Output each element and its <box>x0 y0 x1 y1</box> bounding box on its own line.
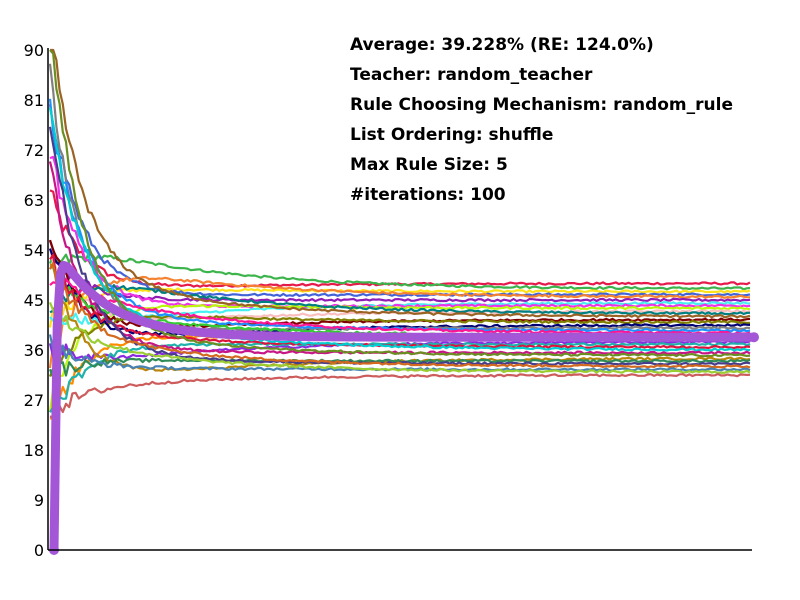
series-line <box>48 357 751 380</box>
info-line-max-rule-size: Max Rule Size: 5 <box>350 155 508 175</box>
info-line-teacher: Teacher: random_teacher <box>350 65 593 85</box>
series-line <box>48 314 751 377</box>
series-line <box>49 373 751 419</box>
series-layer <box>48 48 751 421</box>
series-line <box>49 262 751 369</box>
series-line <box>48 240 751 303</box>
y-tick-label: 0 <box>34 541 44 560</box>
y-tick-label: 63 <box>24 191 44 210</box>
series-line <box>49 155 751 309</box>
series-line <box>48 98 751 333</box>
series-line <box>48 304 751 413</box>
info-box: Average: 39.228% (RE: 124.0%) Teacher: r… <box>350 35 733 205</box>
series-line <box>48 287 751 328</box>
series-line <box>48 275 751 369</box>
y-tick-label: 45 <box>24 291 44 310</box>
y-tick-label: 90 <box>24 41 44 60</box>
series-line <box>49 49 751 358</box>
series-line <box>49 253 751 350</box>
y-tick-label: 36 <box>24 341 44 360</box>
y-tick-label: 9 <box>34 491 44 510</box>
info-line-rule-mechanism: Rule Choosing Mechanism: random_rule <box>350 95 733 115</box>
series-line <box>50 48 751 319</box>
y-tick-label: 18 <box>24 441 44 460</box>
info-line-average: Average: 39.228% (RE: 124.0%) <box>350 35 654 55</box>
y-axis-ticks: 0 9 18 27 36 45 54 63 72 81 90 <box>24 41 44 560</box>
series-line <box>48 252 751 291</box>
average-series-layer <box>49 260 759 555</box>
y-tick-label: 27 <box>24 391 44 410</box>
y-tick-label: 81 <box>24 91 44 110</box>
average-end-marker <box>749 332 759 343</box>
average-series-line <box>49 260 759 555</box>
y-tick-label: 72 <box>24 141 44 160</box>
info-line-list-ordering: List Ordering: shuffle <box>350 125 553 145</box>
info-line-iterations: #iterations: 100 <box>350 185 506 205</box>
y-tick-label: 54 <box>24 241 44 260</box>
series-line <box>48 302 751 375</box>
